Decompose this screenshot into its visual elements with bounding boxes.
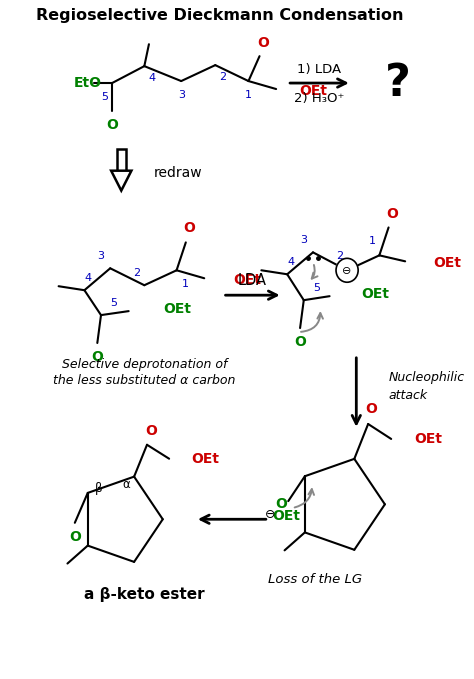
Bar [117,149,126,170]
Text: redraw: redraw [154,166,202,180]
Text: O: O [106,118,118,132]
Text: α: α [123,478,131,491]
Text: 2: 2 [336,251,343,261]
Text: O: O [183,221,195,236]
Text: ⊖: ⊖ [264,508,275,521]
Text: 3: 3 [98,251,104,261]
Text: O: O [294,335,306,349]
Text: 5: 5 [110,298,118,308]
Text: 2) H₃O⁺: 2) H₃O⁺ [294,92,345,105]
Text: OEt: OEt [273,509,301,523]
Text: EtO: EtO [73,76,101,90]
Polygon shape [111,170,131,191]
Text: 4: 4 [287,257,294,268]
Text: a β-keto ester: a β-keto ester [84,587,205,602]
Text: 3: 3 [300,236,307,245]
Text: OEt: OEt [191,452,219,466]
Text: O: O [145,424,156,438]
Text: O: O [91,350,103,364]
Text: OEt: OEt [433,256,461,270]
Text: O: O [69,530,81,544]
Text: Loss of the LG: Loss of the LG [268,572,362,585]
FancyArrowPatch shape [301,313,323,332]
Text: β: β [95,483,102,496]
Text: 4: 4 [84,273,91,283]
Text: 1) LDA: 1) LDA [297,62,341,75]
Text: OEt: OEt [164,302,191,316]
Text: 1: 1 [368,236,375,246]
FancyArrowPatch shape [295,489,314,507]
Text: LDA: LDA [237,273,267,288]
Text: Selective deprotonation of: Selective deprotonation of [62,359,227,371]
Text: 2: 2 [219,72,226,82]
Text: Nucleophilic: Nucleophilic [389,371,465,384]
Text: O: O [257,36,269,50]
Text: O: O [275,497,287,511]
Text: ⊖: ⊖ [342,266,352,276]
Text: 5: 5 [101,92,108,102]
Text: the less substituted α carbon: the less substituted α carbon [53,374,236,387]
Text: OEt: OEt [299,84,327,98]
Text: 2: 2 [133,268,140,278]
Text: OEt: OEt [414,432,442,446]
Text: O: O [365,402,377,416]
Text: 1: 1 [245,90,252,100]
Text: 5: 5 [313,283,320,293]
Circle shape [336,258,358,282]
Text: O: O [386,206,398,221]
Text: Regioselective Dieckmann Condensation: Regioselective Dieckmann Condensation [36,8,404,23]
Text: attack: attack [389,389,428,402]
Text: ?: ? [385,62,410,105]
Text: 3: 3 [178,90,185,100]
Text: 4: 4 [148,73,155,83]
Text: 1: 1 [182,279,189,289]
Text: OEt: OEt [234,273,262,287]
FancyArrowPatch shape [312,265,318,278]
Text: OEt: OEt [361,287,389,301]
